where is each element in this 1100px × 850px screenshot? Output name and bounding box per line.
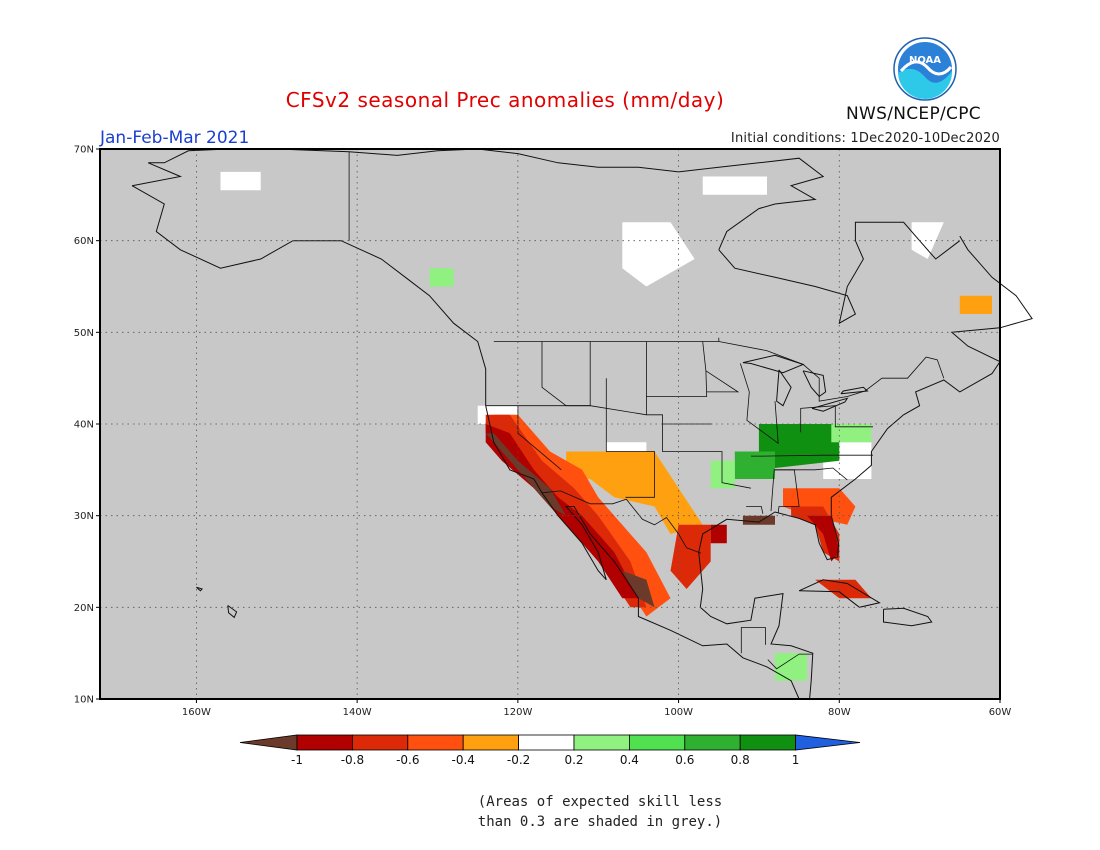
colorbar-segment <box>296 734 353 751</box>
colorbar-segment <box>351 734 409 751</box>
dry-anomaly <box>710 524 727 544</box>
political-border <box>517 405 562 471</box>
dry-anomaly <box>622 570 655 608</box>
colorbar-label: -0.6 <box>396 753 419 767</box>
arctic-coastline <box>132 148 825 251</box>
political-border <box>746 506 764 514</box>
footnote-line-1: (Areas of expected skill less <box>477 794 723 810</box>
colorbar-label: 1 <box>792 753 800 767</box>
political-border <box>705 370 740 393</box>
forecast-period: Jan-Feb-Mar 2021 <box>100 128 250 148</box>
colorbar-label: 0.2 <box>564 753 583 767</box>
political-border <box>750 454 873 457</box>
colorbar: -1 -0.8 -0.6 -0.4 -0.2 0.2 0.4 0.6 0.8 1 <box>239 734 861 767</box>
wet-anomaly <box>710 460 735 489</box>
colorbar-segment <box>684 734 741 751</box>
political-border <box>485 405 751 489</box>
lake-michigan <box>776 369 792 407</box>
gridlines <box>100 149 1000 699</box>
lon-tick-label: 80W <box>828 707 851 718</box>
coastlines <box>131 148 1033 700</box>
lon-tick-label: 160W <box>182 707 211 718</box>
colorbar-label: 0.8 <box>731 753 750 767</box>
wet-anomaly <box>734 451 775 479</box>
hawaii-island <box>227 605 238 619</box>
lake-ontario <box>840 386 869 395</box>
colorbar-label: -0.2 <box>507 753 530 767</box>
skill-footnote: (Areas of expected skill less than 0.3 a… <box>0 792 1100 832</box>
gulf-coastline <box>699 588 814 700</box>
colorbar-label: -0.8 <box>341 753 364 767</box>
lon-tick-label: 100W <box>664 707 693 718</box>
footnote-line-2: than 0.3 are shaded in grey.) <box>477 814 723 830</box>
political-border <box>718 341 945 402</box>
colorbar-segment <box>573 734 630 751</box>
noaa-logo: NOAA <box>893 37 957 101</box>
lat-tick-label: 30N <box>74 511 94 522</box>
dry-anomaly <box>485 433 567 516</box>
agency-label: NWS/NCEP/CPC <box>846 104 981 124</box>
lake-superior <box>742 354 805 374</box>
pacific-coastline <box>131 185 800 700</box>
lat-tick-label: 50N <box>74 328 94 339</box>
neutral-patch <box>911 222 944 259</box>
colorbar-left-arrow <box>239 734 298 751</box>
lake-erie <box>811 397 849 412</box>
political-border <box>605 378 655 498</box>
colorbar-right-arrow <box>795 734 861 751</box>
political-border <box>740 363 779 445</box>
political-border <box>767 653 813 670</box>
colorbar-segment <box>518 734 575 751</box>
dry-anomaly <box>815 579 872 599</box>
wet-anomaly <box>429 268 454 287</box>
dry-anomaly <box>742 515 775 525</box>
colorbar-label: 0.6 <box>675 753 694 767</box>
neutral-patch <box>702 176 767 195</box>
political-border <box>775 467 848 481</box>
lon-tick-label: 140W <box>343 707 372 718</box>
neutral-patch <box>622 222 695 287</box>
lat-tick-label: 40N <box>74 420 94 431</box>
political-border <box>646 341 708 397</box>
hispaniola-coastline <box>883 607 933 627</box>
colorbar-label: 0.4 <box>620 753 639 767</box>
wet-anomaly <box>831 424 872 443</box>
neutral-patch <box>220 171 261 191</box>
lat-tick-label: 60N <box>74 236 94 247</box>
lat-tick-label: 10N <box>74 695 94 706</box>
initial-conditions: Initial conditions: 1Dec2020-10Dec2020 <box>730 131 1000 146</box>
colorbar-segment <box>462 734 520 751</box>
chart-title: CFSv2 seasonal Prec anomalies (mm/day) <box>285 88 725 112</box>
political-border <box>800 405 873 433</box>
hawaii-island <box>196 586 204 592</box>
political-border <box>770 469 800 513</box>
lake-huron <box>802 370 827 398</box>
colorbar-label: -1 <box>291 753 303 767</box>
dry-anomaly <box>566 451 703 534</box>
cuba-coastline <box>798 579 881 608</box>
lon-tick-label: 60W <box>989 707 1012 718</box>
axis-ticks: 160W 140W 120W 100W 80W 60W 70N 60N 50N 40N 30N 20N… <box>74 145 1012 719</box>
political-border <box>740 627 766 654</box>
atlantic-coastline <box>698 235 1033 590</box>
wet-anomaly <box>758 424 840 470</box>
anomaly-layer <box>220 171 992 681</box>
hudson-bay-coastline <box>718 221 961 325</box>
lat-tick-label: 70N <box>74 145 94 156</box>
political-border <box>541 341 591 407</box>
lat-tick-label: 20N <box>74 603 94 614</box>
map-area <box>99 148 1033 700</box>
dry-anomaly <box>807 515 840 562</box>
lon-tick-label: 120W <box>503 707 532 718</box>
colorbar-label: -0.4 <box>451 753 474 767</box>
colorbar-segment <box>629 734 686 751</box>
colorbar-segment <box>407 734 464 751</box>
logo-text: NOAA <box>909 55 941 66</box>
colorbar-segment <box>739 734 797 751</box>
wet-anomaly <box>775 653 808 681</box>
political-border <box>541 490 702 554</box>
dry-anomaly <box>959 295 992 314</box>
